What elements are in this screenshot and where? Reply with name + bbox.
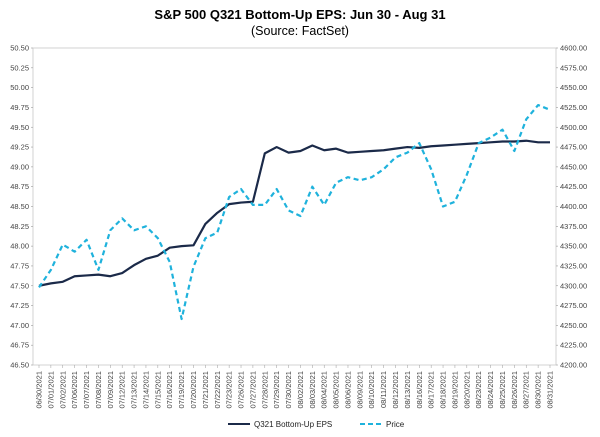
y-right-tick-label: 4475.00 <box>560 143 587 152</box>
x-tick-label: 08/04/2021 <box>320 371 329 409</box>
plot-frame <box>32 47 557 366</box>
price-series-line <box>38 103 551 321</box>
y-right-tick-label: 4275.00 <box>560 301 587 310</box>
y-left-tick-label: 46.50 <box>10 361 29 370</box>
x-tick-label: 08/19/2021 <box>450 371 459 409</box>
y-right-tick-label: 4600.00 <box>560 44 587 53</box>
x-tick-label: 08/26/2021 <box>510 371 519 409</box>
y-left-tick-label: 47.50 <box>10 281 29 290</box>
y-right-tick-label: 4225.00 <box>560 341 587 350</box>
x-tick-label: 08/02/2021 <box>296 371 305 409</box>
x-tick-label: 07/26/2021 <box>237 371 246 409</box>
y-right-tick-label: 4250.00 <box>560 321 587 330</box>
x-tick-label: 07/20/2021 <box>189 371 198 409</box>
x-tick-label: 06/30/2021 <box>35 371 44 409</box>
x-tick-label: 07/15/2021 <box>153 371 162 409</box>
x-tick-label: 08/20/2021 <box>462 371 471 409</box>
x-tick-label: 07/22/2021 <box>213 371 222 409</box>
x-tick-label: 07/29/2021 <box>272 371 281 409</box>
x-tick-label: 08/06/2021 <box>343 371 352 409</box>
y-left-tick-label: 49.25 <box>10 143 29 152</box>
y-left-tick-label: 48.00 <box>10 242 29 251</box>
y-right-tick-label: 4375.00 <box>560 222 587 231</box>
x-tick-label: 08/30/2021 <box>534 371 543 409</box>
y-right-tick-label: 4300.00 <box>560 281 587 290</box>
y-right-tick-label: 4425.00 <box>560 182 587 191</box>
y-left-tick-label: 49.00 <box>10 162 29 171</box>
x-tick-label: 08/18/2021 <box>439 371 448 409</box>
y-left-tick-label: 50.00 <box>10 83 29 92</box>
x-tick-label: 08/25/2021 <box>498 371 507 409</box>
x-tick-label: 08/12/2021 <box>391 371 400 409</box>
x-tick-label: 07/08/2021 <box>94 371 103 409</box>
x-tick-label: 08/10/2021 <box>367 371 376 409</box>
x-tick-label: 07/01/2021 <box>46 371 55 409</box>
y-right-tick-label: 4200.00 <box>560 361 587 370</box>
x-tick-label: 08/27/2021 <box>522 371 531 409</box>
y-left-tick-label: 46.75 <box>10 341 29 350</box>
y-left-tick-label: 48.50 <box>10 202 29 211</box>
y-left-tick-label: 50.25 <box>10 63 29 72</box>
legend-eps-label: Q321 Bottom-Up EPS <box>254 420 332 429</box>
x-tick-label: 07/28/2021 <box>260 371 269 409</box>
x-tick-label: 07/30/2021 <box>284 371 293 409</box>
y-left-tick-label: 48.25 <box>10 222 29 231</box>
x-tick-label: 08/05/2021 <box>332 371 341 409</box>
x-tick-label: 08/23/2021 <box>474 371 483 409</box>
y-right-tick-label: 4525.00 <box>560 103 587 112</box>
y-left-tick-label: 47.00 <box>10 321 29 330</box>
chart-subtitle: (Source: FactSet) <box>251 24 349 38</box>
x-tick-label: 07/07/2021 <box>82 371 91 409</box>
y-right-tick-label: 4400.00 <box>560 202 587 211</box>
x-tick-label: 08/03/2021 <box>308 371 317 409</box>
eps-series-line <box>38 139 550 287</box>
x-tick-label: 08/13/2021 <box>403 371 412 409</box>
legend-price-label: Price <box>386 420 405 429</box>
y-left-tick-label: 50.50 <box>10 44 29 53</box>
y-right-tick-label: 4325.00 <box>560 261 587 270</box>
y-left-tick-label: 47.75 <box>10 261 29 270</box>
x-tick-label: 07/06/2021 <box>70 371 79 409</box>
y-left-tick-label: 49.75 <box>10 103 29 112</box>
x-tick-label: 07/23/2021 <box>225 371 234 409</box>
x-tick-label: 08/16/2021 <box>415 371 424 409</box>
x-tick-label: 07/14/2021 <box>141 371 150 409</box>
x-tick-label: 08/17/2021 <box>427 371 436 409</box>
x-tick-label: 07/12/2021 <box>118 371 127 409</box>
x-tick-label: 07/21/2021 <box>201 371 210 409</box>
chart-title: S&P 500 Q321 Bottom-Up EPS: Jun 30 - Aug… <box>154 7 446 22</box>
x-tick-label: 07/09/2021 <box>106 371 115 409</box>
y-right-tick-label: 4500.00 <box>560 123 587 132</box>
x-tick-label: 07/19/2021 <box>177 371 186 409</box>
x-tick-label: 07/16/2021 <box>165 371 174 409</box>
x-tick-label: 08/24/2021 <box>486 371 495 409</box>
y-right-tick-label: 4450.00 <box>560 162 587 171</box>
y-left-tick-label: 47.25 <box>10 301 29 310</box>
x-tick-label: 08/09/2021 <box>355 371 364 409</box>
y-left-tick-label: 49.50 <box>10 123 29 132</box>
y-right-tick-label: 4575.00 <box>560 63 587 72</box>
y-right-tick-label: 4550.00 <box>560 83 587 92</box>
y-right-tick-label: 4350.00 <box>560 242 587 251</box>
x-tick-label: 08/11/2021 <box>379 371 388 408</box>
y-left-tick-label: 48.75 <box>10 182 29 191</box>
x-tick-label: 08/31/2021 <box>546 371 555 409</box>
x-tick-label: 07/13/2021 <box>130 371 139 409</box>
x-tick-label: 07/02/2021 <box>58 371 67 409</box>
x-tick-label: 07/27/2021 <box>248 371 257 409</box>
